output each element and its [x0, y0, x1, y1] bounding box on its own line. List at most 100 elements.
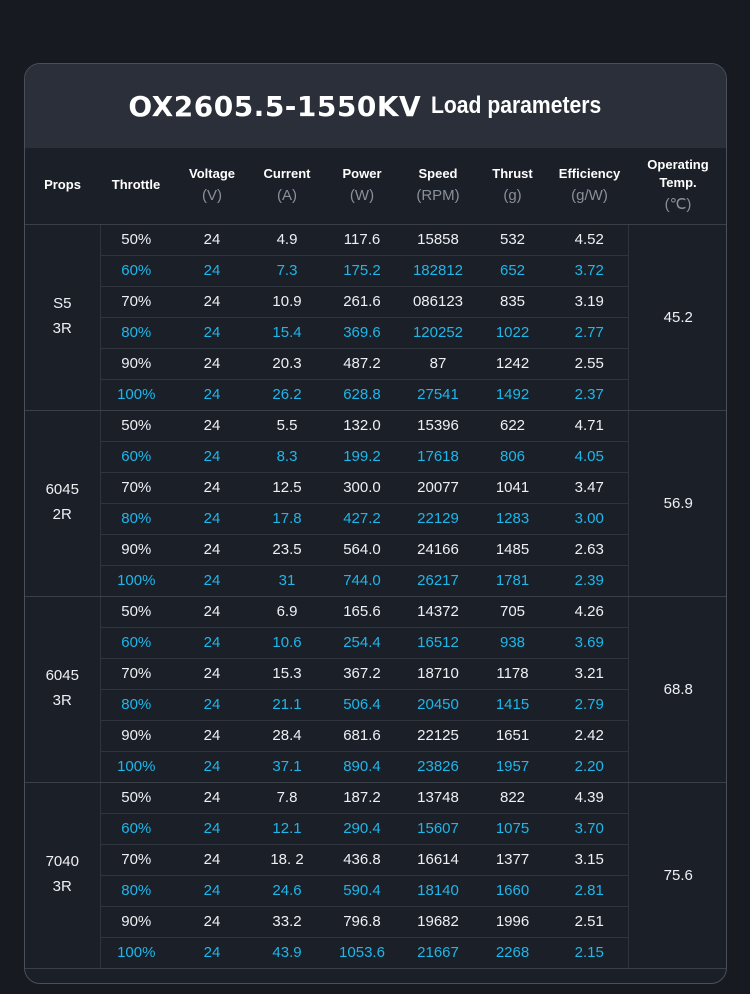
speed-cell: 18710 [402, 658, 474, 690]
speed-cell: 22125 [402, 720, 474, 752]
current-cell: 21.1 [252, 689, 322, 721]
speed-cell: 086123 [402, 286, 474, 318]
table-row: 80% 24 17.8 427.2 22129 1283 3.00 [25, 503, 726, 535]
power-cell: 487.2 [322, 348, 402, 380]
power-cell: 1053.6 [322, 937, 402, 969]
voltage-cell: 24 [172, 596, 252, 628]
col-header-power: Power (W) [322, 148, 402, 225]
power-cell: 506.4 [322, 689, 402, 721]
props-cell: 6045 3R [25, 596, 101, 783]
throttle-cell: 60% [100, 255, 172, 287]
speed-cell: 87 [402, 348, 474, 380]
current-cell: 4.9 [252, 224, 322, 256]
table-row: 60% 24 8.3 199.2 17618 806 4.05 [25, 441, 726, 473]
throttle-cell: 50% [100, 224, 172, 256]
throttle-cell: 90% [100, 534, 172, 566]
props-blades: 3R [52, 320, 72, 337]
speed-cell: 120252 [402, 317, 474, 349]
thrust-cell: 1492 [474, 379, 551, 411]
speed-cell: 24166 [402, 534, 474, 566]
col-header-voltage: Voltage (V) [172, 148, 252, 225]
col-header-thrust: Thrust (g) [474, 148, 551, 225]
thrust-cell: 938 [474, 627, 551, 659]
table-row: 70% 24 15.3 367.2 18710 1178 3.21 [25, 658, 726, 690]
table-row: 100% 24 31 744.0 26217 1781 2.39 [25, 565, 726, 597]
current-cell: 7.8 [252, 782, 322, 814]
thrust-cell: 806 [474, 441, 551, 473]
table-body: S5 3R 50% 24 4.9 117.6 15858 532 4.52 45.2 60% 24 7.… [25, 224, 726, 969]
power-cell: 628.8 [322, 379, 402, 411]
thrust-cell: 1996 [474, 906, 551, 938]
table-row: 100% 24 43.9 1053.6 21667 2268 2.15 [25, 937, 726, 969]
props-model: 6045 [45, 481, 79, 499]
current-cell: 15.4 [252, 317, 322, 349]
voltage-cell: 24 [172, 720, 252, 752]
table-row: 80% 24 24.6 590.4 18140 1660 2.81 [25, 875, 726, 907]
voltage-cell: 24 [172, 534, 252, 566]
efficiency-cell: 4.71 [551, 410, 628, 442]
current-cell: 12.1 [252, 813, 322, 845]
efficiency-cell: 4.26 [551, 596, 628, 628]
props-model: 7040 [45, 853, 79, 871]
efficiency-cell: 3.15 [551, 844, 628, 876]
voltage-cell: 24 [172, 286, 252, 318]
table-row: 6045 2R 50% 24 5.5 132.0 15396 622 4.71 56.9 [25, 410, 726, 597]
current-cell: 8.3 [252, 441, 322, 473]
voltage-cell: 24 [172, 317, 252, 349]
table-row: 6045 3R 50% 24 6.9 165.6 14372 705 4.26 68.8 [25, 596, 726, 783]
thrust-cell: 1178 [474, 658, 551, 690]
table-title: OX2605.5-1550KV Load parameters [25, 64, 726, 148]
voltage-cell: 24 [172, 503, 252, 535]
power-cell: 254.4 [322, 627, 402, 659]
throttle-cell: 70% [100, 472, 172, 504]
load-parameters-table: Props Throttle Voltage (V) Current (A) Pow… [25, 148, 726, 969]
load-parameters-card: OX2605.5-1550KV Load parameters Props Th… [24, 63, 727, 984]
speed-cell: 18140 [402, 875, 474, 907]
voltage-cell: 24 [172, 844, 252, 876]
speed-cell: 17618 [402, 441, 474, 473]
thrust-cell: 1022 [474, 317, 551, 349]
thrust-cell: 1660 [474, 875, 551, 907]
table-row: 90% 24 23.5 564.0 24166 1485 2.63 [25, 534, 726, 566]
speed-cell: 20450 [402, 689, 474, 721]
power-cell: 117.6 [322, 224, 402, 256]
current-cell: 20.3 [252, 348, 322, 380]
thrust-cell: 2268 [474, 937, 551, 969]
efficiency-cell: 2.81 [551, 875, 628, 907]
throttle-cell: 80% [100, 875, 172, 907]
power-cell: 427.2 [322, 503, 402, 535]
throttle-cell: 80% [100, 317, 172, 349]
operating-temp-cell: 45.2 [627, 224, 726, 411]
table-row: 100% 24 37.1 890.4 23826 1957 2.20 [25, 751, 726, 783]
throttle-cell: 90% [100, 906, 172, 938]
table-row: 90% 24 28.4 681.6 22125 1651 2.42 [25, 720, 726, 752]
thrust-cell: 652 [474, 255, 551, 287]
thrust-cell: 705 [474, 596, 551, 628]
throttle-cell: 100% [100, 379, 172, 411]
voltage-cell: 24 [172, 906, 252, 938]
throttle-cell: 50% [100, 782, 172, 814]
current-cell: 5.5 [252, 410, 322, 442]
voltage-cell: 24 [172, 627, 252, 659]
efficiency-cell: 2.51 [551, 906, 628, 938]
power-cell: 369.6 [322, 317, 402, 349]
current-cell: 43.9 [252, 937, 322, 969]
power-cell: 187.2 [322, 782, 402, 814]
table-row: 70% 24 18. 2 436.8 16614 1377 3.15 [25, 844, 726, 876]
operating-temp-cell: 56.9 [627, 410, 726, 597]
thrust-cell: 1075 [474, 813, 551, 845]
power-cell: 796.8 [322, 906, 402, 938]
table-row: 90% 24 20.3 487.2 87 1242 2.55 [25, 348, 726, 380]
efficiency-cell: 2.77 [551, 317, 628, 349]
power-cell: 590.4 [322, 875, 402, 907]
current-cell: 12.5 [252, 472, 322, 504]
table-row: 60% 24 7.3 175.2 182812 652 3.72 [25, 255, 726, 287]
table-row: 60% 24 10.6 254.4 16512 938 3.69 [25, 627, 726, 659]
thrust-cell: 1485 [474, 534, 551, 566]
col-header-props: Props [25, 148, 100, 225]
voltage-cell: 24 [172, 410, 252, 442]
thrust-cell: 835 [474, 286, 551, 318]
voltage-cell: 24 [172, 937, 252, 969]
props-cell: 6045 2R [25, 410, 101, 597]
speed-cell: 15858 [402, 224, 474, 256]
